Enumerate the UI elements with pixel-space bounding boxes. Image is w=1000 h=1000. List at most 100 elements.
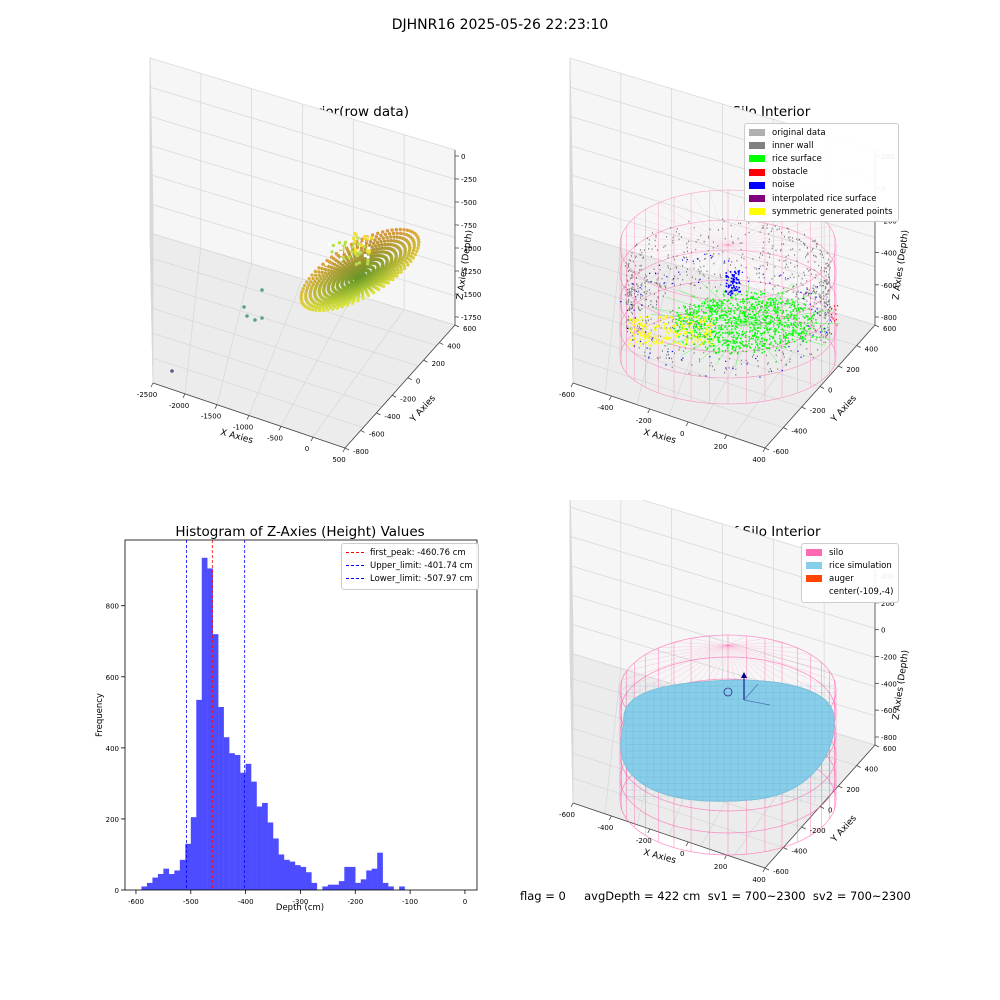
noise-point <box>825 331 828 333</box>
rice-surface-point <box>720 300 722 303</box>
rice-surface-point <box>755 301 757 304</box>
rice-surface-point <box>770 319 772 321</box>
rice-surface-point <box>730 311 732 313</box>
panel2-classify-3d-plot: -600-400-2000200400-600-400-200020040060… <box>559 57 897 464</box>
symmetric-point <box>659 316 662 318</box>
rice-surface-point <box>732 304 734 307</box>
inner-wall-point <box>810 273 812 275</box>
y-tick-label: 600 <box>106 674 119 682</box>
rice-surface-point <box>693 343 695 346</box>
rice-surface-point <box>746 302 749 304</box>
symmetric-point <box>702 330 704 333</box>
rice-surface-point <box>715 332 718 334</box>
data-point <box>371 290 376 295</box>
rice-surface-point <box>723 342 725 344</box>
rice-surface-point <box>797 332 800 335</box>
rice-surface-point <box>761 292 764 295</box>
histogram-bar <box>262 802 268 890</box>
noise-point <box>738 272 740 274</box>
rice-surface-point <box>727 310 730 313</box>
inner-wall-point <box>636 330 638 333</box>
inner-wall-point <box>829 331 831 334</box>
inner-wall-point <box>824 317 826 320</box>
silo-roof-line <box>626 244 729 264</box>
rice-surface-point <box>736 342 738 344</box>
silo-roof-line <box>727 644 830 672</box>
inner-wall-point <box>748 222 750 224</box>
legend-swatch <box>749 181 765 189</box>
noise-point <box>758 268 760 270</box>
data-point <box>370 233 375 237</box>
noise-point <box>645 331 647 333</box>
rice-surface-point <box>740 333 743 336</box>
histogram-bar <box>388 886 394 890</box>
rice-surface-point <box>755 322 757 324</box>
symmetric-point <box>690 323 692 326</box>
rice-surface-point <box>792 318 795 320</box>
rice-surface-point <box>716 336 719 339</box>
rice-surface-point <box>787 324 790 327</box>
data-point <box>380 246 385 250</box>
rice-surface-point <box>707 315 710 318</box>
rice-surface-point <box>697 315 700 317</box>
inner-wall-point <box>804 274 806 277</box>
rice-surface-point <box>779 340 782 343</box>
symmetric-point <box>683 333 685 335</box>
symmetric-point <box>703 316 706 319</box>
symmetric-point <box>681 325 684 328</box>
inner-wall-point <box>733 334 735 337</box>
inner-wall-point <box>698 279 700 282</box>
histogram-bar <box>322 886 329 890</box>
rice-surface-point <box>753 325 755 327</box>
z-tick-label: -800 <box>881 734 897 742</box>
inner-wall-point <box>828 300 830 303</box>
inner-wall-point <box>813 325 815 327</box>
symmetric-point <box>639 324 642 326</box>
symmetric-point <box>698 334 700 337</box>
inner-wall-point <box>631 294 633 297</box>
inner-wall-point <box>814 255 816 257</box>
rice-surface-point <box>704 336 706 339</box>
inner-wall-point <box>672 278 674 281</box>
rice-surface-point <box>758 323 760 326</box>
inner-wall-point <box>778 227 780 230</box>
inner-wall-point <box>626 288 628 291</box>
rice-surface-point <box>796 323 799 325</box>
rice-surface-point <box>705 306 707 309</box>
rice-surface-point <box>710 331 713 334</box>
rice-surface-point <box>710 312 713 314</box>
data-point <box>335 264 339 268</box>
inner-wall-point <box>697 238 699 241</box>
symmetric-point <box>688 315 691 318</box>
noise-point <box>736 278 739 281</box>
rice-surface-point <box>735 340 738 343</box>
symmetric-point <box>666 328 669 330</box>
data-point <box>326 308 330 312</box>
rice-surface-point <box>802 328 804 330</box>
inner-wall-point <box>747 317 749 319</box>
inner-wall-point <box>627 300 629 302</box>
rice-surface-point <box>748 340 751 342</box>
inner-wall-point <box>695 278 697 280</box>
symmetric-point <box>709 322 712 325</box>
rice-surface-point <box>745 294 748 297</box>
inner-wall-point <box>761 254 763 256</box>
data-point <box>366 249 370 253</box>
data-point <box>360 237 364 241</box>
rice-surface-point <box>702 312 705 314</box>
rice-surface-point <box>728 333 731 335</box>
symmetric-point <box>643 336 645 338</box>
inner-wall-point <box>776 228 778 231</box>
inner-wall-point <box>827 323 829 325</box>
inner-wall-point <box>740 282 742 285</box>
rice-surface-point <box>789 316 792 318</box>
legend-item-obstacle: obstacle <box>749 166 893 179</box>
inner-wall-point <box>728 258 730 260</box>
data-point <box>299 296 303 300</box>
inner-wall-point <box>731 261 733 263</box>
inner-wall-point <box>644 276 646 279</box>
rice-surface-point <box>755 341 757 344</box>
noise-point <box>732 280 735 282</box>
inner-wall-point <box>827 333 829 335</box>
rice-surface-point <box>737 307 739 310</box>
